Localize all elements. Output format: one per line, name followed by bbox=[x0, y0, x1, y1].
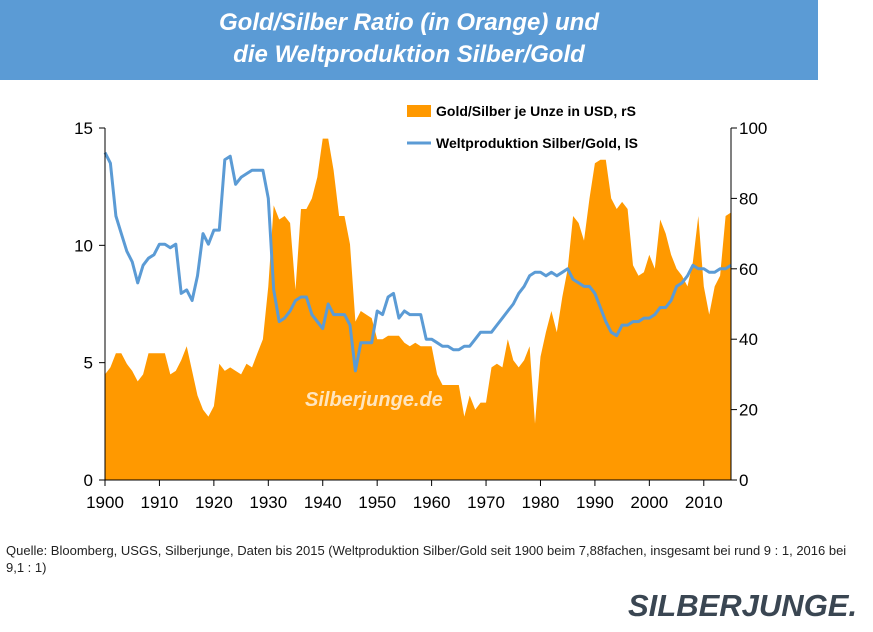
x-tick-label: 1980 bbox=[522, 493, 560, 512]
source-note: Quelle: Bloomberg, USGS, Silberjunge, Da… bbox=[6, 543, 847, 575]
right-tick-label: 80 bbox=[739, 189, 758, 208]
x-tick-label: 1920 bbox=[195, 493, 233, 512]
right-tick-label: 20 bbox=[739, 401, 758, 420]
left-tick-label: 15 bbox=[74, 119, 93, 138]
right-tick-label: 0 bbox=[739, 471, 748, 490]
x-tick-label: 1940 bbox=[304, 493, 342, 512]
legend-label-line: Weltproduktion Silber/Gold, lS bbox=[436, 135, 638, 151]
chart-area: Silberjunge.de 0 5 10 15 0 20 40 60 80 100 1900 1910… bbox=[74, 103, 767, 512]
x-tick-label: 2010 bbox=[685, 493, 723, 512]
legend-swatch-area bbox=[407, 105, 431, 117]
legend-label-area: Gold/Silber je Unze in USD, rS bbox=[436, 103, 636, 119]
chart-title-line-1: Gold/Silber Ratio (in Orange) und bbox=[218, 9, 599, 36]
left-tick-label: 5 bbox=[84, 354, 93, 373]
right-tick-label: 60 bbox=[739, 260, 758, 279]
left-tick-label: 10 bbox=[74, 236, 93, 255]
x-tick-label: 1990 bbox=[576, 493, 614, 512]
right-tick-label: 100 bbox=[739, 119, 767, 138]
x-tick-label: 1910 bbox=[141, 493, 179, 512]
title-banner: Gold/Silber Ratio (in Orange) und die We… bbox=[0, 0, 818, 80]
left-tick-label: 0 bbox=[84, 471, 93, 490]
x-tick-label: 1930 bbox=[249, 493, 287, 512]
x-tick-label: 1970 bbox=[467, 493, 505, 512]
watermark-text: Silberjunge.de bbox=[305, 389, 443, 411]
gold-silver-ratio-area bbox=[105, 138, 731, 480]
right-tick-label: 40 bbox=[739, 330, 758, 349]
x-tick-label: 1900 bbox=[86, 493, 124, 512]
x-tick-label: 2000 bbox=[630, 493, 668, 512]
silberjunge-logo: SILBERJUNGE. bbox=[628, 588, 858, 623]
production-ratio-line bbox=[103, 151, 732, 373]
chart-title-line-2: die Weltproduktion Silber/Gold bbox=[233, 41, 585, 68]
x-tick-label: 1950 bbox=[358, 493, 396, 512]
x-tick-label: 1960 bbox=[413, 493, 451, 512]
